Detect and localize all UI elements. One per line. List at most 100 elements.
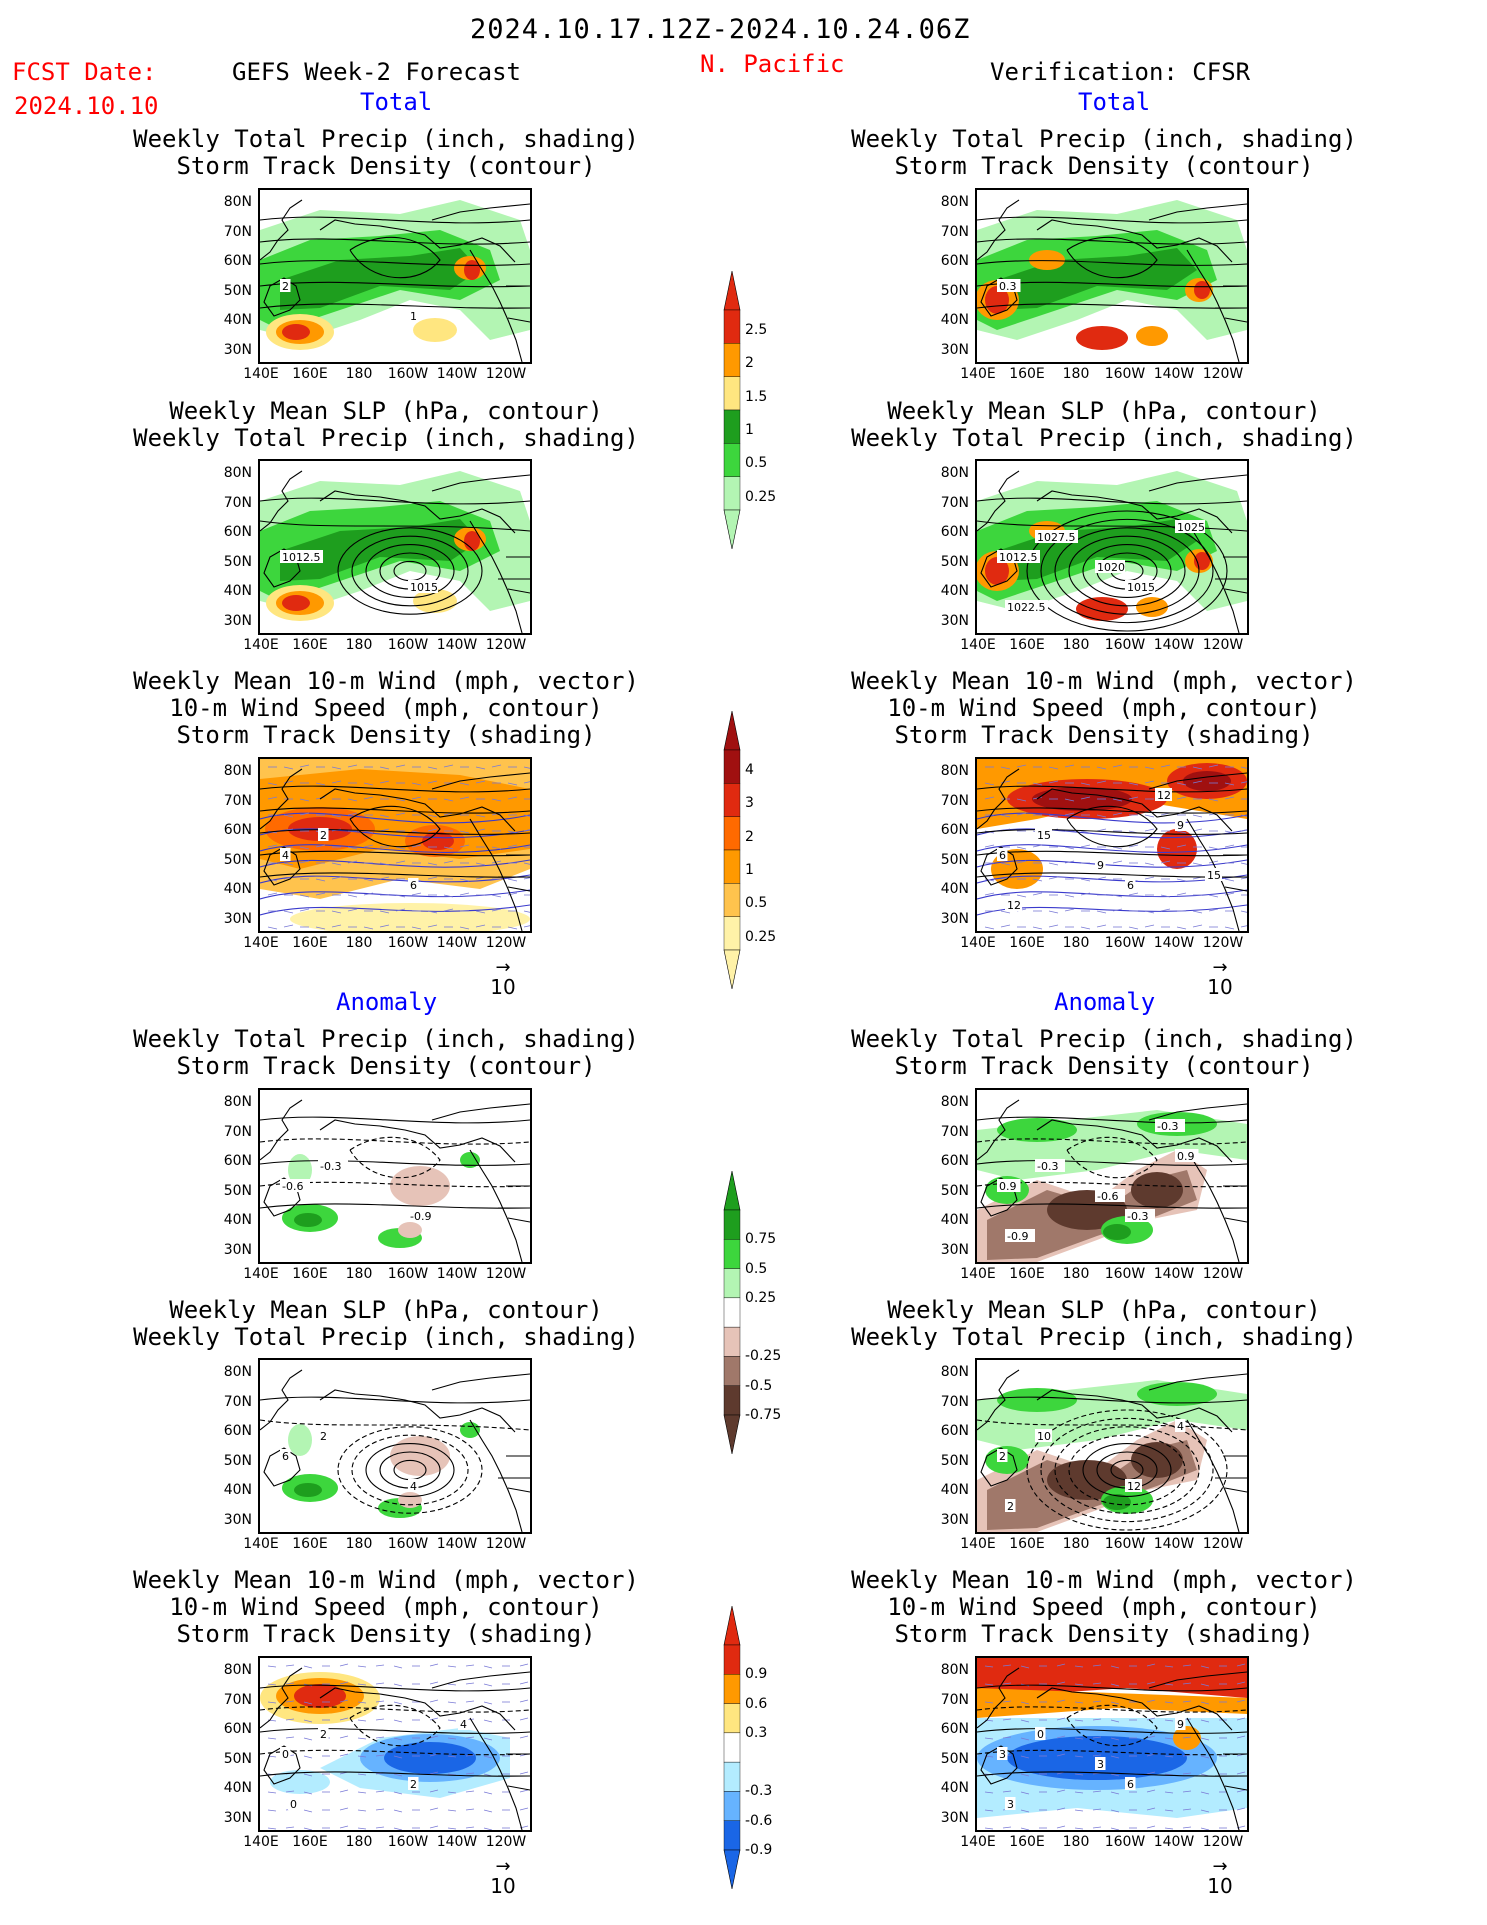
- storm-track-contour: [977, 1771, 1247, 1777]
- wind-vector: [443, 860, 454, 864]
- wind-vector: [357, 1737, 367, 1740]
- wind-vector: [1074, 1791, 1084, 1794]
- wind-vector: [299, 764, 310, 768]
- wind-vector: [427, 814, 438, 818]
- slp-contour: [1054, 1426, 1200, 1514]
- wind-vector: [1164, 1719, 1174, 1722]
- wind-vector: [1080, 830, 1091, 834]
- svg-text:3: 3: [999, 1748, 1006, 1761]
- svg-text:15: 15: [1037, 829, 1051, 842]
- wind-vector: [357, 1683, 367, 1686]
- state-border: [498, 285, 530, 323]
- state-border: [1215, 1753, 1247, 1791]
- wind-vector: [1110, 1755, 1120, 1759]
- wind-vector: [459, 844, 470, 848]
- wind-vector: [357, 1665, 367, 1668]
- wind-vector: [523, 862, 530, 865]
- wind-vector: [1002, 1736, 1012, 1739]
- map-panel-fcst-6: 0 2 2 4 0: [258, 1656, 532, 1832]
- wind-vector: [459, 892, 470, 896]
- shading-blob: [282, 324, 310, 340]
- state-border: [498, 1455, 530, 1493]
- svg-text:0: 0: [290, 1798, 297, 1811]
- colorbar-label: 0.3: [745, 1724, 768, 1741]
- coastline: [1148, 1103, 1247, 1121]
- wind-vector: [285, 1790, 295, 1793]
- lon-tick-label: 140E: [960, 366, 996, 382]
- lat-tick-label: 30N: [940, 910, 969, 927]
- lon-tick-label: 140W: [1153, 1834, 1195, 1850]
- wind-vector: [1200, 1791, 1210, 1795]
- coastline: [977, 1667, 1020, 1729]
- svg-text:1025: 1025: [1177, 521, 1205, 534]
- lat-tick-label: 50N: [940, 851, 969, 868]
- wind-vector: [347, 764, 358, 768]
- wind-vector: [395, 860, 406, 864]
- lat-tick-label: 60N: [940, 822, 969, 838]
- wind-vector: [1002, 1718, 1012, 1721]
- wind-vector: [1182, 1808, 1192, 1811]
- wind-vector: [1200, 1665, 1210, 1669]
- shading-blob: [390, 1166, 450, 1206]
- wind-vector: [1160, 846, 1171, 850]
- wind-vector: [1092, 1808, 1102, 1811]
- lat-tick-label: 70N: [223, 494, 252, 511]
- wind-vector: [1002, 1700, 1012, 1703]
- lon-tick-label: 140E: [243, 1266, 279, 1282]
- wind-vector: [375, 1718, 385, 1721]
- map-plot: 4 6 2: [260, 759, 530, 931]
- slp-contour: [1096, 552, 1158, 590]
- wind-vector: [267, 926, 278, 930]
- lon-tick-label: 120W: [485, 1834, 527, 1850]
- wind-vector: [283, 862, 294, 866]
- wind-vector: [519, 1699, 529, 1703]
- colorbar-end: [723, 1849, 741, 1890]
- wind-vector: [429, 1663, 439, 1667]
- wind-vector: [379, 910, 390, 914]
- wind-vector: [483, 1827, 493, 1830]
- svg-text:4: 4: [410, 1480, 417, 1493]
- wind-vector: [1080, 782, 1091, 786]
- wind-vector: [315, 782, 326, 786]
- wind-vector: [285, 1718, 295, 1721]
- wind-vector: [984, 1683, 994, 1686]
- slp-contour: [977, 1396, 1247, 1404]
- svg-text:0.9: 0.9: [999, 1180, 1017, 1193]
- slp-contour: [260, 520, 530, 532]
- contour-label: 4: [458, 1717, 469, 1731]
- wind-vector: [1240, 829, 1247, 832]
- contour-label: 0.3: [997, 279, 1021, 293]
- wind-vector: [523, 910, 530, 913]
- wind-speed-contour: [977, 874, 1247, 884]
- storm-track-contour: [260, 1116, 530, 1124]
- wind-vector: [283, 814, 294, 818]
- wind-vector: [357, 1827, 367, 1830]
- contour-label: 3: [997, 1747, 1008, 1761]
- coastline: [1148, 1671, 1247, 1689]
- wind-vector: [984, 1809, 994, 1812]
- wind-vector: [1016, 894, 1027, 898]
- wind-vector: [379, 924, 390, 928]
- wind-vector: [1080, 796, 1091, 800]
- wind-vector: [1144, 814, 1155, 818]
- storm-track-contour: [977, 1706, 1247, 1713]
- wind-vector: [1096, 780, 1107, 784]
- svg-text:2: 2: [320, 829, 327, 842]
- wind-vector: [1056, 1825, 1066, 1829]
- panel-title: Weekly Total Precip (inch, shading) Storm…: [76, 1026, 696, 1080]
- wind-vector: [523, 925, 530, 928]
- slp-contour: [337, 1426, 483, 1514]
- lat-tick-label: 30N: [940, 1511, 969, 1528]
- lat-tick-label: 70N: [940, 223, 969, 240]
- wind-vector: [523, 814, 530, 817]
- wind-vector: [331, 766, 342, 770]
- lon-tick-label: 140W: [436, 366, 478, 382]
- wind-vector: [411, 844, 422, 848]
- coastline: [263, 548, 301, 588]
- state-border: [1215, 556, 1247, 594]
- wind-vector: [285, 1700, 295, 1703]
- colorbar-label: -0.5: [745, 1377, 773, 1394]
- svg-text:-0.3: -0.3: [1037, 1160, 1058, 1173]
- lat-tick-label: 70N: [223, 792, 252, 809]
- contour-label: -0.9: [408, 1209, 438, 1223]
